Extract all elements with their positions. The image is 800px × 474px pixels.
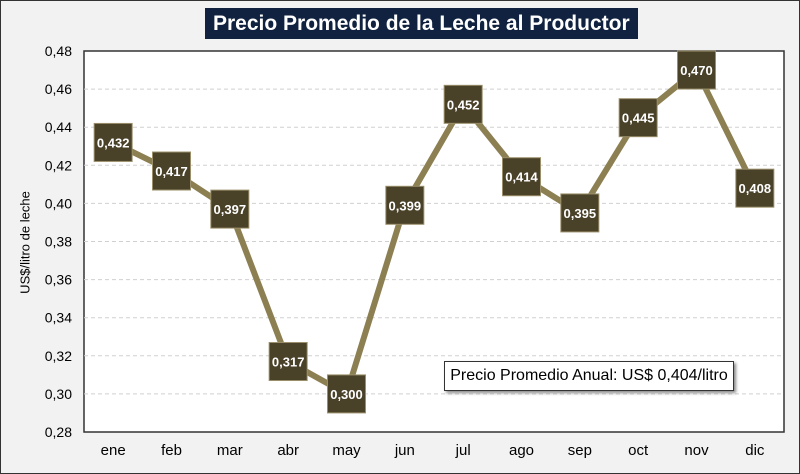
data-label: 0,300	[330, 387, 363, 402]
data-point-marker	[443, 84, 483, 124]
x-tick-label: jul	[455, 442, 471, 459]
data-label: 0,399	[389, 198, 422, 213]
y-tick-label: 0,28	[45, 424, 72, 440]
y-tick-label: 0,40	[45, 195, 72, 211]
data-label: 0,395	[564, 206, 597, 221]
data-point-marker	[735, 168, 775, 208]
data-label: 0,417	[155, 164, 188, 179]
x-tick-label: mar	[217, 442, 243, 459]
data-point-marker	[385, 185, 425, 225]
annual-average-annotation: Precio Promedio Anual: US$ 0,404/litro	[444, 361, 734, 391]
x-tick-label: dic	[745, 442, 765, 459]
y-tick-label: 0,44	[45, 119, 72, 135]
y-tick-label: 0,34	[45, 310, 72, 326]
data-point-marker	[93, 122, 133, 162]
x-tick-label: sep	[568, 442, 592, 459]
data-label: 0,432	[97, 135, 130, 150]
data-point-marker	[560, 193, 600, 233]
y-axis-label: US$/litro de leche	[17, 191, 33, 294]
data-label: 0,414	[505, 170, 538, 185]
data-label: 0,445	[622, 111, 655, 126]
x-tick-label: jun	[394, 442, 415, 459]
x-tick-label: abr	[277, 442, 299, 459]
data-label: 0,317	[272, 355, 305, 370]
chart-title: Precio Promedio de la Leche al Productor	[205, 8, 638, 39]
x-tick-label: oct	[628, 442, 649, 459]
x-tick-label: ene	[101, 442, 126, 459]
x-tick-label: may	[332, 442, 361, 459]
data-label: 0,452	[447, 97, 480, 112]
data-point-marker	[268, 342, 308, 382]
data-label: 0,397	[214, 202, 247, 217]
y-tick-label: 0,38	[45, 234, 72, 250]
y-tick-label: 0,36	[45, 272, 72, 288]
data-point-marker	[677, 50, 716, 90]
x-tick-label: ago	[509, 442, 534, 459]
data-label: 0,470	[680, 63, 713, 78]
y-tick-label: 0,42	[45, 157, 72, 173]
x-tick-label: nov	[684, 442, 709, 459]
y-tick-label: 0,30	[45, 386, 72, 402]
data-point-marker	[618, 98, 658, 138]
data-label: 0,408	[739, 181, 772, 196]
y-tick-label: 0,48	[45, 43, 72, 59]
y-tick-label: 0,32	[45, 348, 72, 364]
data-point-marker	[327, 374, 366, 414]
data-point-marker	[502, 157, 541, 197]
data-point-marker	[210, 189, 250, 229]
x-tick-label: feb	[161, 442, 182, 459]
data-point-marker	[152, 151, 191, 191]
y-tick-label: 0,46	[45, 81, 72, 97]
